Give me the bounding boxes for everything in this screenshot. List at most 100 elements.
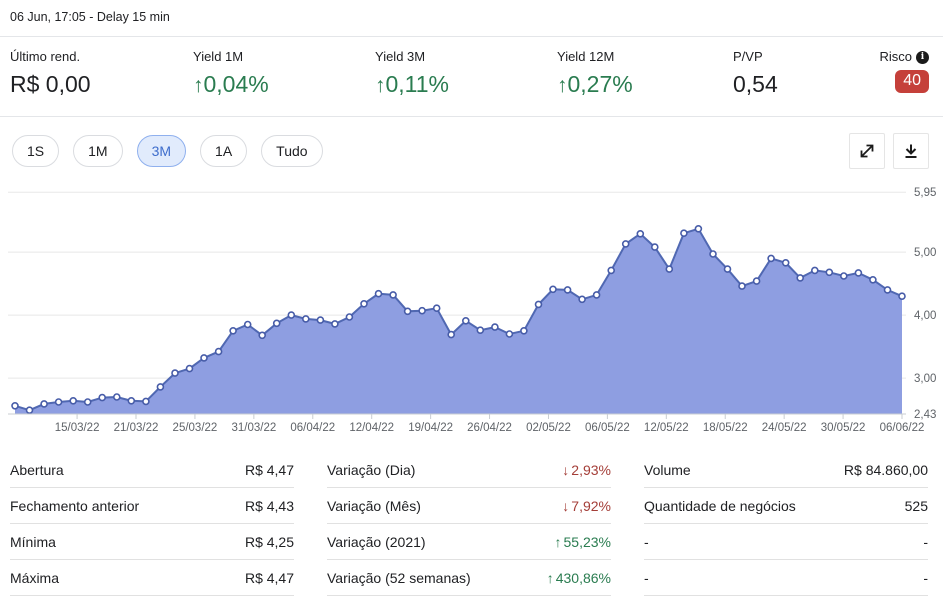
table-row: Variação (Mês) ↓ 7,92%: [327, 488, 611, 524]
svg-text:24/05/22: 24/05/22: [762, 422, 807, 434]
down-arrow-icon: ↓: [562, 497, 570, 514]
row-label: Volume: [644, 461, 691, 478]
table-row: Mínima R$ 4,25: [10, 524, 294, 560]
row-label: Variação (2021): [327, 533, 426, 550]
svg-text:15/03/22: 15/03/22: [55, 422, 100, 434]
table-row: --: [644, 560, 928, 596]
stat-label: Último rend.: [10, 49, 81, 64]
chart-y-axis: 5,95 5,00 4,00 3,00 2,43: [914, 187, 936, 421]
svg-text:5,00: 5,00: [914, 247, 936, 259]
download-button[interactable]: [893, 133, 929, 169]
details-column-2: Variação (Dia) ↓ 2,93% Variação (Mês) ↓ 7,92%…: [327, 452, 611, 596]
row-value: R$ 4,25: [244, 533, 294, 550]
stat-label: P/VP: [733, 49, 763, 64]
svg-text:19/04/22: 19/04/22: [408, 422, 453, 434]
up-arrow-icon: ↑: [193, 74, 204, 97]
expand-icon: [860, 144, 874, 158]
fullscreen-button[interactable]: [849, 133, 885, 169]
row-label: -: [644, 533, 649, 550]
details-table: Abertura R$ 4,47 Fechamento anterior R$ 4,4…: [0, 452, 943, 596]
row-label: Fechamento anterior: [10, 497, 140, 514]
stat-value: ↑0,27%: [557, 71, 633, 97]
risk-score-badge: 40: [895, 70, 929, 93]
stat-value: ↑0,04%: [193, 71, 269, 97]
range-chip-1m[interactable]: 1M: [73, 135, 123, 167]
table-row: Variação (2021) ↑ 55,23%: [327, 524, 611, 560]
row-label: Variação (Dia): [327, 461, 416, 478]
row-label: -: [644, 569, 649, 586]
svg-text:2,43: 2,43: [914, 409, 936, 421]
svg-text:12/05/22: 12/05/22: [644, 422, 689, 434]
svg-text:02/05/22: 02/05/22: [526, 422, 571, 434]
stat-p-vp: P/VP 0,54: [733, 49, 879, 116]
stat-label: Risco i: [879, 49, 929, 64]
table-row: Volume R$ 84.860,00: [644, 452, 928, 488]
row-value: -: [923, 533, 928, 550]
row-label: Mínima: [10, 533, 56, 550]
table-row: Máxima R$ 4,47: [10, 560, 294, 596]
svg-text:18/05/22: 18/05/22: [703, 422, 748, 434]
row-value: R$ 4,47: [244, 461, 294, 478]
svg-text:4,00: 4,00: [914, 310, 936, 322]
table-row: Variação (52 semanas) ↑ 430,86%: [327, 560, 611, 596]
row-value: -: [923, 569, 928, 586]
range-chips: 1S 1M 3M 1A Tudo: [12, 135, 337, 167]
svg-text:06/04/22: 06/04/22: [290, 422, 335, 434]
row-value: ↓ 2,93%: [562, 461, 611, 478]
chart-x-axis: 15/03/22 21/03/22 25/03/22 31/03/22 06/04/22…: [8, 413, 925, 434]
svg-text:06/06/22: 06/06/22: [880, 422, 925, 434]
stat-label: Yield 1M: [193, 49, 244, 64]
stat-yield-12m: Yield 12M ↑0,27%: [557, 49, 733, 116]
svg-text:25/03/22: 25/03/22: [173, 422, 218, 434]
table-row: Variação (Dia) ↓ 2,93%: [327, 452, 611, 488]
stat-label: Yield 12M: [557, 49, 615, 64]
svg-text:26/04/22: 26/04/22: [467, 422, 512, 434]
download-icon: [905, 144, 917, 158]
details-column-3: Volume R$ 84.860,00 Quantidade de negócios…: [644, 452, 928, 596]
stat-yield-3m: Yield 3M ↑0,11%: [375, 49, 557, 116]
up-arrow-icon: ↑: [557, 74, 568, 97]
stat-value: ↑0,11%: [375, 71, 450, 97]
up-arrow-icon: ↑: [554, 533, 562, 550]
details-column-1: Abertura R$ 4,47 Fechamento anterior R$ 4,4…: [10, 452, 294, 596]
table-row: Abertura R$ 4,47: [10, 452, 294, 488]
up-arrow-icon: ↑: [375, 74, 386, 97]
row-label: Quantidade de negócios: [644, 497, 796, 514]
stat-label: Yield 3M: [375, 49, 426, 64]
row-label: Variação (52 semanas): [327, 569, 471, 586]
row-value: ↑ 430,86%: [546, 569, 611, 586]
svg-text:3,00: 3,00: [914, 373, 936, 385]
row-value: R$ 4,47: [244, 569, 294, 586]
chart-area-series: [11, 224, 906, 414]
row-value: 525: [904, 497, 928, 514]
svg-text:21/03/22: 21/03/22: [114, 422, 159, 434]
row-value: ↑ 55,23%: [554, 533, 611, 550]
stat-yield-1m: Yield 1M ↑0,04%: [193, 49, 375, 116]
down-arrow-icon: ↓: [562, 461, 570, 478]
range-chip-3m[interactable]: 3M: [136, 135, 187, 167]
table-row: Fechamento anterior R$ 4,43: [10, 488, 294, 524]
row-value: R$ 4,43: [244, 497, 294, 514]
stat--ltimo-rend-: Último rend. R$ 0,00: [10, 49, 193, 116]
stats-row: Último rend. R$ 0,00 Yield 1M ↑0,04% Yield 3…: [0, 37, 943, 117]
svg-text:5,95: 5,95: [914, 187, 936, 199]
price-chart[interactable]: 15/03/22 21/03/22 25/03/22 31/03/22 06/04/22…: [0, 185, 943, 440]
up-arrow-icon: ↑: [546, 569, 554, 586]
svg-text:31/03/22: 31/03/22: [231, 422, 276, 434]
range-chip-1s[interactable]: 1S: [12, 135, 60, 167]
price-chart-area: 15/03/22 21/03/22 25/03/22 31/03/22 06/04/22…: [0, 185, 943, 440]
quote-header: 06 Jun, 17:05 - Delay 15 min: [0, 0, 943, 37]
table-row: --: [644, 524, 928, 560]
svg-text:12/04/22: 12/04/22: [349, 422, 394, 434]
quote-timestamp: 06 Jun, 17:05 - Delay 15 min: [10, 10, 170, 24]
row-value: ↓ 7,92%: [562, 497, 611, 514]
chart-actions: [849, 133, 929, 169]
range-chip-tudo[interactable]: Tudo: [261, 135, 323, 167]
range-chip-1a[interactable]: 1A: [200, 135, 248, 167]
range-selector-row: 1S 1M 3M 1A Tudo: [0, 117, 943, 185]
row-label: Abertura: [10, 461, 64, 478]
svg-text:30/05/22: 30/05/22: [821, 422, 866, 434]
row-label: Máxima: [10, 569, 60, 586]
info-icon[interactable]: i: [916, 50, 929, 64]
